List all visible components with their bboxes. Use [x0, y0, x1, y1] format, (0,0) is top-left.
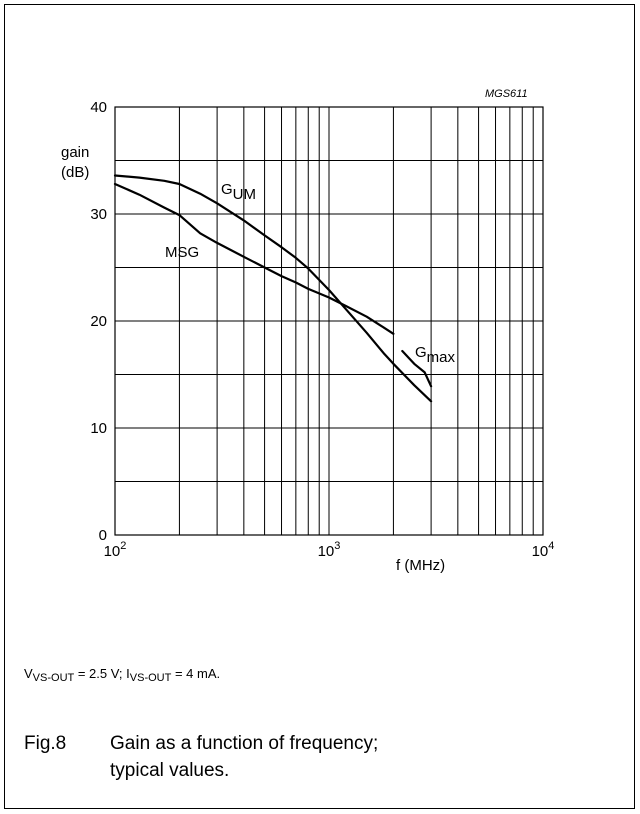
y-tick-label: 20	[90, 313, 107, 330]
figure-number: Fig.8	[24, 733, 67, 754]
series-line-gum	[113, 174, 433, 403]
y-axis-label-line2: (dB)	[61, 164, 89, 181]
y-tick-label: 10	[90, 420, 107, 437]
caption-line-2: typical values.	[110, 760, 230, 781]
figure-frame	[4, 4, 635, 809]
figure-code: MGS611	[485, 88, 528, 100]
gain-frequency-chart: 0 10 20 30 40 102 103 104 MGS611 gain (dB) f (M…	[61, 88, 554, 574]
series-label-gmax: Gmax	[415, 344, 456, 366]
y-tick-label: 0	[99, 527, 107, 544]
x-tick-label: 102	[104, 540, 127, 560]
chart-series	[113, 174, 433, 403]
y-axis-label-line1: gain	[61, 144, 89, 161]
y-tick-label: 40	[90, 99, 107, 116]
x-tick-label: 103	[318, 540, 341, 560]
series-label-msg: MSG	[165, 244, 199, 261]
figure-caption: Fig.8 Gain as a function of frequency; ty…	[24, 730, 378, 784]
series-label-gum: GUM	[221, 181, 256, 203]
chart-grid	[115, 107, 543, 535]
series-line-gmax	[401, 349, 433, 388]
x-tick-label: 104	[532, 540, 555, 560]
plot-area-border	[114, 106, 544, 536]
caption-line-1: Gain as a function of frequency;	[110, 733, 379, 754]
series-line-msg	[113, 182, 395, 335]
x-axis-label: f (MHz)	[396, 557, 445, 574]
y-tick-label: 30	[90, 206, 107, 223]
tick-labels: 0 10 20 30 40 102 103 104	[90, 99, 554, 560]
test-conditions: VVS-OUT = 2.5 V; IVS-OUT = 4 mA.	[24, 666, 221, 684]
